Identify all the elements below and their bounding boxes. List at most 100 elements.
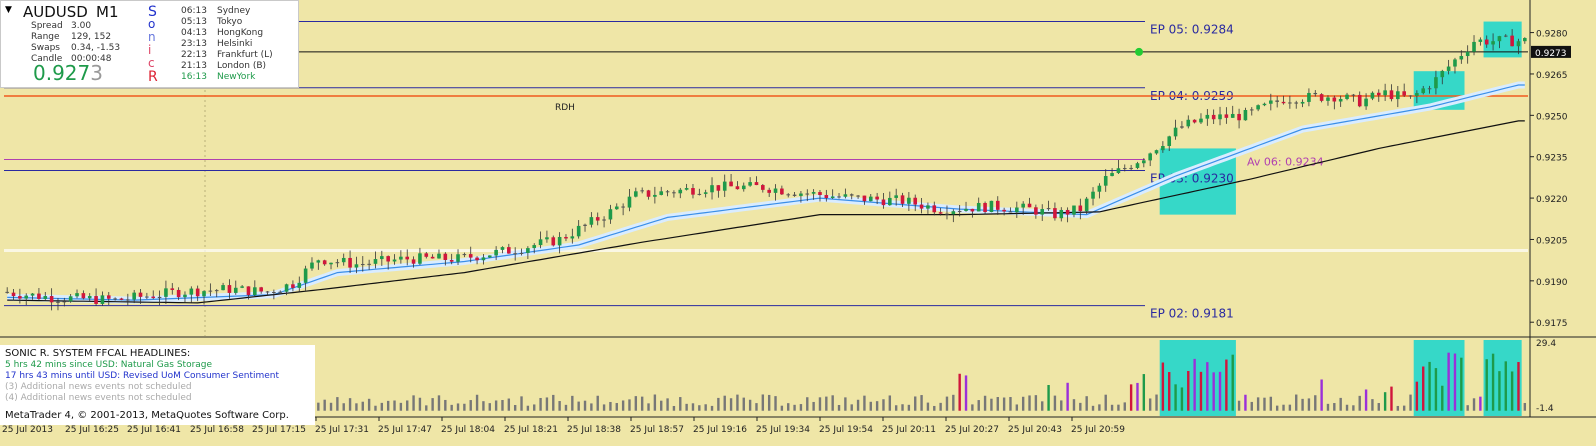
- volume-bar: [583, 400, 587, 411]
- x-tick-label: 25 Jul 18:21: [504, 425, 558, 435]
- candle-body: [697, 193, 702, 195]
- candle-body: [227, 285, 232, 293]
- volume-bar: [1104, 394, 1107, 411]
- session-time: 23:13: [181, 39, 207, 49]
- candle-body: [780, 188, 784, 195]
- volume-bar: [1282, 404, 1285, 411]
- x-tick-label: 25 Jul 2013: [2, 425, 53, 435]
- volume-bar: [901, 404, 904, 411]
- volume-bar: [907, 404, 911, 411]
- candle-body: [157, 296, 162, 299]
- volume-bar: [1269, 396, 1273, 411]
- x-tick-label: 25 Jul 20:59: [1071, 425, 1125, 435]
- current-price-tag: [1531, 45, 1571, 58]
- volume-bar: [1428, 361, 1431, 411]
- candle-body: [1510, 35, 1514, 47]
- candle-body: [532, 245, 537, 249]
- candle-body: [913, 197, 918, 205]
- candle-body: [1396, 91, 1400, 100]
- candle-body: [786, 194, 791, 196]
- news-title: SONIC R. SYSTEM FFCAL HEADLINES:: [5, 348, 191, 359]
- candle-body: [735, 186, 740, 190]
- volume-bar: [774, 396, 777, 411]
- candle-body: [1275, 100, 1279, 102]
- candle-body: [18, 296, 22, 299]
- volume-bar: [1193, 358, 1196, 411]
- candle-body: [678, 189, 683, 194]
- candle-body: [1415, 93, 1419, 96]
- candle-body: [1408, 95, 1413, 97]
- x-tick-label: 25 Jul 20:11: [882, 425, 936, 435]
- sma-line: [7, 120, 1525, 304]
- candle-body: [856, 195, 860, 197]
- current-price-dot: [1135, 47, 1143, 56]
- session-name: HongKong: [217, 28, 264, 38]
- candle-body: [983, 202, 987, 213]
- volume-bar: [393, 400, 396, 411]
- volume-bar: [482, 401, 485, 411]
- candle-body: [221, 285, 225, 291]
- volume-bar: [863, 395, 866, 411]
- candle-body: [862, 195, 867, 202]
- y-tick-label: 0.9205: [1536, 236, 1568, 246]
- session-name: Frankfurt (L): [217, 50, 273, 60]
- candle-body: [1497, 36, 1502, 42]
- candle-body: [303, 268, 308, 283]
- candle-body: [849, 194, 854, 196]
- info-value: 00:00:48: [71, 54, 112, 64]
- volume-bar: [1479, 396, 1482, 411]
- candle-body: [1116, 168, 1121, 174]
- candle-body: [411, 259, 416, 264]
- candle-body: [1421, 88, 1426, 94]
- volume-bar: [539, 397, 542, 411]
- pivot-label: RDH: [555, 103, 575, 113]
- session-time: 21:13: [181, 61, 207, 71]
- candle-body: [494, 249, 498, 256]
- candle-body: [1199, 118, 1203, 123]
- volume-bar: [1085, 396, 1088, 411]
- candle-body: [570, 236, 575, 239]
- candle-body: [291, 284, 295, 288]
- volume-bar: [425, 405, 428, 411]
- candle-body: [386, 256, 390, 262]
- volume-bar: [1161, 362, 1165, 411]
- candle-body: [1072, 205, 1076, 215]
- info-value: 3.00: [71, 21, 92, 31]
- session-name: NewYork: [217, 72, 256, 82]
- candle-body: [1110, 173, 1114, 177]
- candle-body: [418, 253, 422, 264]
- info-label: Spread: [31, 21, 63, 31]
- x-tick-label: 25 Jul 19:16: [693, 425, 747, 435]
- candle-body: [970, 208, 975, 212]
- candle-body: [1307, 92, 1311, 102]
- candle-body: [278, 291, 283, 293]
- session-name: Tokyo: [217, 17, 243, 27]
- volume-bar: [710, 405, 714, 411]
- dropdown-triangle-icon[interactable]: ▼: [5, 5, 12, 15]
- candle-body: [1516, 41, 1521, 47]
- sonic-letter: R: [148, 69, 158, 85]
- x-tick-label: 25 Jul 19:34: [756, 425, 810, 435]
- volume-bar: [920, 395, 923, 411]
- candle-body: [1523, 38, 1527, 42]
- volume-bar: [1434, 368, 1438, 411]
- candle-body: [741, 185, 746, 190]
- session-name: London (B): [217, 61, 267, 71]
- volume-bar: [1047, 384, 1050, 411]
- volume-bar: [329, 402, 333, 411]
- volume-bar: [1523, 402, 1527, 411]
- volume-bar: [812, 401, 815, 411]
- volume-bar: [475, 394, 479, 411]
- candle-body: [360, 264, 365, 266]
- volume-bar: [672, 405, 676, 411]
- candle-body: [843, 194, 848, 197]
- candle-body: [481, 257, 486, 261]
- candle-body: [56, 301, 60, 303]
- volume-bar: [1396, 405, 1400, 411]
- candle-body: [938, 212, 943, 214]
- volume-bar: [1275, 405, 1279, 411]
- candle-body: [37, 293, 41, 299]
- session-time: 05:13: [181, 17, 207, 27]
- volume-bar: [367, 398, 371, 411]
- y-tick-label: 0.9235: [1536, 154, 1568, 164]
